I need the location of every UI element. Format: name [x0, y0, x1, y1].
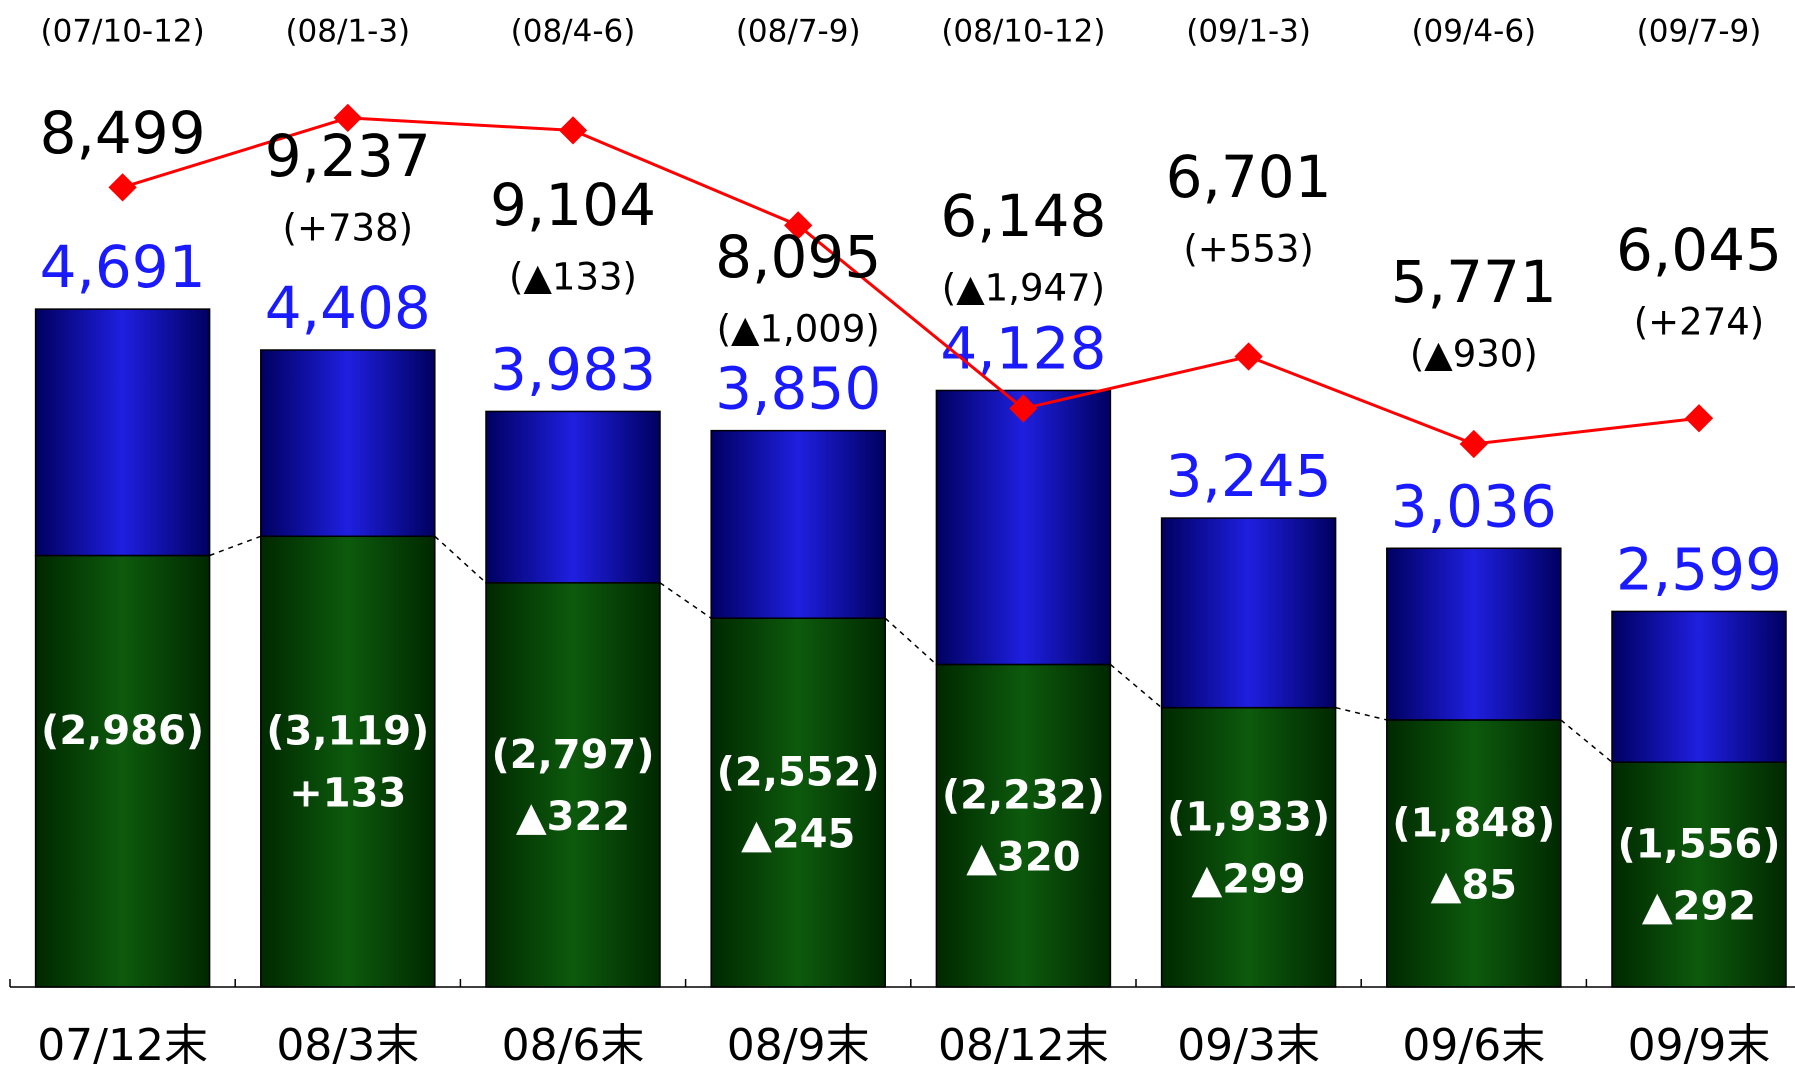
total-label: 4,408: [265, 274, 431, 342]
bar-segment: [260, 535, 436, 988]
bar-segment: [935, 663, 1112, 988]
segment-label: (1,848): [1392, 800, 1555, 846]
segment-label: (2,552): [717, 750, 880, 796]
connector: [1109, 663, 1163, 709]
line-marker: [1234, 342, 1263, 371]
bar-segment: [34, 308, 211, 557]
x-tick-label: 09/6末: [1402, 1020, 1545, 1071]
line-change: (▲930): [1410, 333, 1538, 376]
bar-segment: [1386, 547, 1562, 721]
line-label: 5,771: [1391, 248, 1557, 316]
line-change: (▲1,009): [717, 308, 880, 351]
period-label: (08/4-6): [511, 14, 636, 50]
total-label: 3,036: [1391, 472, 1557, 540]
segment-change: ▲320: [966, 835, 1080, 881]
period-label: (08/7-9): [736, 14, 861, 50]
total-label: 3,850: [715, 355, 881, 423]
period-label: (08/1-3): [285, 14, 410, 50]
line-label: 9,104: [490, 171, 656, 239]
connector: [659, 582, 712, 619]
line-marker: [558, 116, 588, 145]
line-change: (+738): [283, 207, 414, 250]
segment-change: ▲85: [1431, 862, 1517, 908]
line-label: 6,701: [1166, 143, 1332, 211]
line-label: 8,095: [715, 223, 881, 291]
line-label: 6,148: [940, 182, 1106, 250]
line-marker: [1684, 404, 1714, 433]
segment-label: (2,232): [942, 773, 1105, 819]
segment-label: (1,556): [1617, 822, 1780, 868]
x-tick-label: 07/12末: [37, 1020, 208, 1071]
segment-label: (1,933): [1167, 794, 1330, 840]
line-label: 9,237: [265, 122, 431, 190]
line-label: 6,045: [1616, 216, 1782, 284]
line-marker: [1009, 394, 1038, 423]
line-marker: [1459, 429, 1488, 459]
segment-change: ▲299: [1191, 856, 1305, 902]
period-label: (09/7-9): [1637, 14, 1762, 50]
bar-segment: [1160, 706, 1337, 988]
segment-label: (2,986): [41, 708, 204, 754]
total-label: 4,691: [40, 233, 206, 301]
x-tick-label: 08/12末: [938, 1020, 1109, 1071]
total-label: 3,245: [1166, 442, 1332, 510]
x-tick-label: 08/3末: [276, 1020, 419, 1071]
line-change: (▲1,947): [942, 267, 1105, 310]
segment-change: ▲245: [741, 812, 855, 858]
period-label: (07/10-12): [41, 14, 205, 50]
segment-change: ▲322: [516, 794, 630, 840]
line-marker: [108, 173, 137, 202]
period-label: (09/1-3): [1186, 14, 1311, 50]
line-marker: [784, 211, 813, 240]
line-change: (+553): [1183, 228, 1314, 271]
bar-segment: [1611, 761, 1787, 988]
line-change: (+274): [1634, 301, 1765, 344]
bar-segment: [1386, 719, 1562, 988]
bar-segment: [710, 429, 886, 619]
connector: [209, 535, 262, 557]
total-label: 2,599: [1616, 536, 1782, 604]
segment-change: ▲292: [1642, 884, 1756, 930]
segment-label: (2,797): [491, 732, 654, 778]
connector: [1560, 719, 1613, 763]
bar-segment: [1160, 517, 1337, 709]
total-label: 3,983: [490, 336, 656, 404]
connector: [1335, 706, 1387, 721]
bar-segment: [935, 389, 1112, 666]
bar-segment: [710, 617, 886, 988]
period-label: (08/10-12): [941, 14, 1105, 50]
total-label: 4,128: [940, 315, 1106, 383]
x-tick-label: 08/6末: [502, 1020, 645, 1071]
line-label: 8,499: [40, 99, 206, 167]
x-tick-label: 09/3末: [1177, 1020, 1320, 1071]
bar-segment: [1611, 610, 1787, 763]
line: [122, 116, 1700, 446]
connector: [884, 617, 937, 666]
bar-segment: [485, 582, 661, 988]
segment-change: +133: [289, 771, 406, 817]
bar-segment: [34, 554, 211, 988]
connector: [434, 535, 487, 584]
segment-label: (3,119): [266, 709, 429, 755]
bar-segment: [485, 410, 661, 584]
period-label: (09/4-6): [1411, 14, 1536, 50]
line-change: (▲133): [509, 256, 637, 299]
x-tick-label: 09/9末: [1628, 1020, 1771, 1071]
bar-segment: [260, 349, 436, 538]
x-tick-label: 08/9末: [727, 1020, 870, 1071]
